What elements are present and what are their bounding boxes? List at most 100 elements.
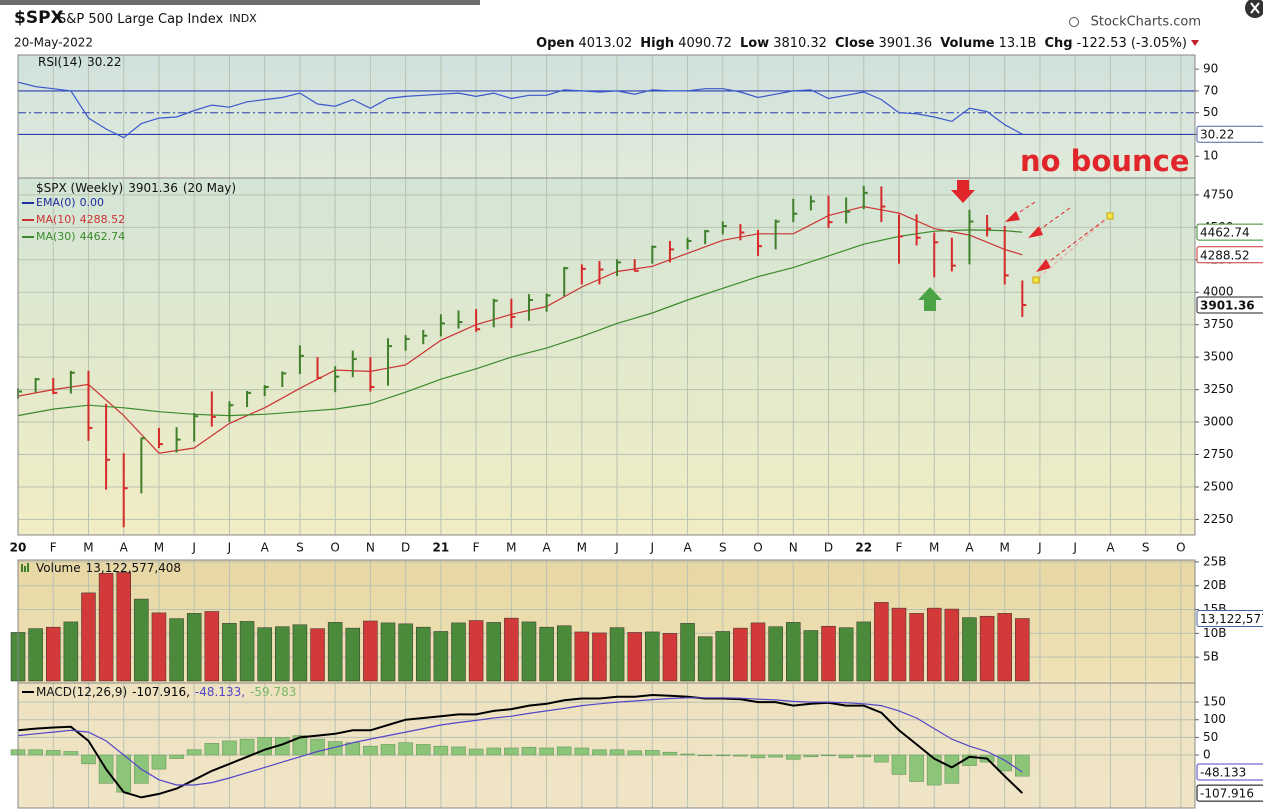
volume-bar: [116, 572, 131, 682]
x-tick-label: J: [614, 541, 619, 555]
volume-bar: [733, 627, 748, 682]
volume-bar: [1015, 618, 1030, 682]
volume-bar: [433, 631, 449, 682]
close-x[interactable]: [1250, 2, 1260, 14]
volume-bar: [468, 620, 484, 682]
panel-title-name: RSI(14): [38, 55, 82, 69]
volume-bar: [768, 626, 783, 682]
volume-bar: [239, 621, 255, 682]
macd-histogram-bar: [415, 744, 431, 756]
volume-bar: [786, 622, 801, 682]
macd-histogram-bar: [398, 742, 413, 756]
exchange: INDX: [229, 12, 257, 25]
macd-histogram-bar: [186, 749, 202, 756]
x-tick-label: N: [789, 541, 798, 555]
x-tick-label: A: [965, 541, 974, 555]
logo-icon: [1069, 17, 1079, 27]
annotation-arrows: [918, 180, 1114, 311]
price-legend-value: 3901.36: [128, 181, 178, 195]
volume-bar: [944, 608, 960, 682]
macd-histogram-bar: [63, 751, 79, 756]
quote-label: High: [640, 36, 674, 51]
macd-line: [17, 697, 1023, 786]
x-tick-label: A: [261, 541, 270, 555]
macd-histogram-bar: [715, 754, 731, 757]
quote-value: 3810.32: [773, 36, 827, 51]
plot-layer: [10, 55, 1195, 808]
quote-label: Volume: [940, 36, 995, 51]
volume-bar: [627, 632, 642, 682]
legend-entry: MA(10) 4288.52: [36, 213, 125, 226]
change-arrow: [1191, 40, 1199, 46]
macd-histogram-bar: [521, 746, 537, 756]
macd-histogram-bar: [539, 747, 554, 756]
x-tick-label: 21: [433, 541, 450, 555]
volume-bar: [275, 626, 290, 682]
x-tick-label: A: [120, 541, 129, 555]
volume-bar: [151, 612, 167, 682]
volume-bar: [821, 625, 836, 682]
volume-bar: [574, 631, 590, 682]
macd-histogram-bar: [28, 749, 43, 756]
volume-bar: [521, 621, 537, 682]
volume-bar: [662, 633, 678, 682]
volume-icon: [27, 563, 29, 572]
x-tick-label: J: [227, 541, 232, 555]
volume-bar: [451, 622, 466, 682]
close-button[interactable]: [1245, 0, 1263, 18]
macd-histogram-bar: [169, 754, 184, 759]
legend-value: 4462.74: [80, 230, 126, 243]
macd-histogram-bar: [838, 754, 854, 759]
panel-title: Volume 13,122,577,408: [36, 561, 181, 575]
separator: ,: [241, 685, 245, 699]
macd-histogram-bar: [292, 735, 308, 756]
panel-frame: [17, 54, 1196, 536]
y-tick-label: 0: [1203, 748, 1211, 762]
x-tick-label: S: [1142, 541, 1150, 555]
macd-histogram-bar: [1015, 754, 1030, 777]
panel-title: MACD(12,26,9) -107.916, -48.133, -59.783: [36, 685, 296, 699]
volume-bar: [504, 617, 519, 682]
macd-histogram-bar: [680, 753, 695, 756]
volume-bar: [380, 622, 396, 682]
y-tick-label: 4750: [1203, 187, 1234, 201]
macd-histogram-bar: [592, 749, 607, 756]
value-box: [1196, 784, 1263, 802]
x-tick-label: M: [1000, 541, 1010, 555]
value-box-label: 4288.52: [1200, 248, 1250, 262]
macd-histogram-bar: [239, 738, 255, 756]
legend-value: 0.00: [80, 196, 105, 209]
legend-name: MA(10): [36, 213, 76, 226]
x-tick-label: O: [330, 541, 339, 555]
volume-bar: [398, 623, 413, 682]
value-box-label: -48.133: [1200, 766, 1246, 780]
marker-square: [1032, 276, 1040, 284]
marker-square: [1106, 212, 1114, 220]
y-tick-label: 25B: [1203, 554, 1227, 568]
y-tick-label: 50: [1203, 105, 1218, 119]
x-tick-label: M: [929, 541, 939, 555]
y-tick-label: 2750: [1203, 447, 1234, 461]
macd-histogram-bar: [222, 740, 237, 756]
rsi-line: [17, 81, 1023, 139]
volume-bar: [363, 620, 378, 682]
volume-bar: [292, 624, 308, 682]
volume-icon: [24, 566, 26, 572]
top-strip: [0, 0, 480, 5]
value-box: [1196, 125, 1263, 143]
volume-bar: [803, 630, 819, 682]
volume-bar: [645, 631, 660, 682]
x-tick-label: J: [1072, 541, 1077, 555]
volume-bar: [697, 636, 713, 682]
index-title: S&P 500 Large Cap Index: [58, 12, 224, 27]
quote-label: Chg: [1044, 36, 1072, 51]
legend-entry: MA(30) 4462.74: [36, 230, 125, 243]
macd-histogram-bar: [433, 745, 449, 756]
volume-bar: [909, 613, 924, 682]
quote-value: -122.53 (-3.05%): [1077, 36, 1187, 51]
macd-histogram-bar: [363, 745, 378, 756]
volume-bar: [486, 622, 501, 682]
macd-histogram-bar: [204, 743, 220, 756]
x-tick-label: A: [683, 541, 692, 555]
